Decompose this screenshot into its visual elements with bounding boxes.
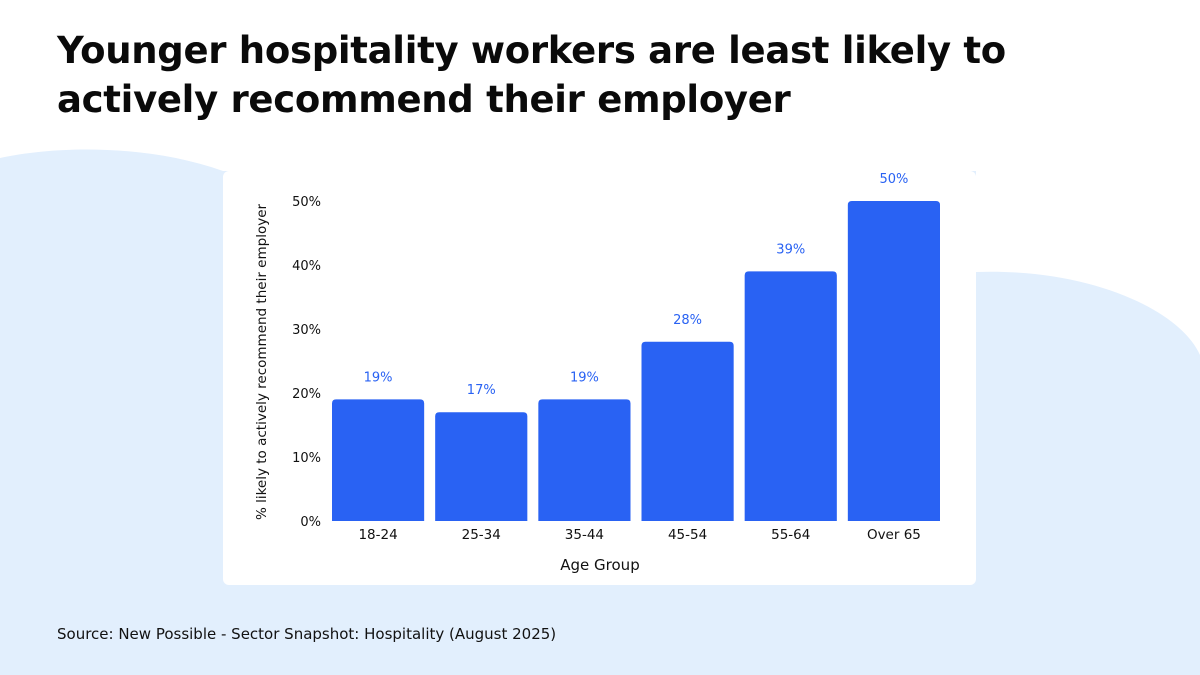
- x-tick-label: Over 65: [867, 527, 921, 543]
- bar-18-24: [332, 399, 425, 521]
- bar-over-65: [847, 201, 940, 521]
- x-tick-label: 55-64: [771, 527, 810, 543]
- source-note: Source: New Possible - Sector Snapshot: …: [57, 625, 557, 643]
- bar-value-label: 39%: [776, 242, 805, 257]
- x-tick-label: 25-34: [462, 527, 501, 543]
- x-tick-label: 18-24: [358, 527, 397, 543]
- x-axis-label: Age Group: [560, 556, 639, 574]
- y-tick-label: 40%: [292, 259, 321, 274]
- data-labels: 19% 17% 19% 28% 39% 50%: [364, 172, 909, 398]
- bar-value-label: 19%: [570, 370, 599, 385]
- x-tick-label: 35-44: [565, 527, 604, 543]
- bar-value-label: 17%: [467, 383, 496, 398]
- y-tick-label: 30%: [292, 323, 321, 338]
- bar-value-label: 19%: [364, 370, 393, 385]
- chart-title: Younger hospitality workers are least li…: [57, 29, 1006, 121]
- bar-value-label: 50%: [879, 172, 908, 187]
- bar-45-54: [641, 341, 734, 521]
- bar-value-label: 28%: [673, 313, 702, 328]
- bar-25-34: [435, 412, 528, 521]
- y-tick-label: 20%: [292, 387, 321, 402]
- y-tick-label: 50%: [292, 195, 321, 210]
- x-axis-ticks: 18-24 25-34 35-44 45-54 55-64 Over 65: [358, 527, 920, 543]
- bar-55-64: [744, 271, 837, 521]
- y-axis-label: % likely to actively recommend their emp…: [254, 204, 270, 521]
- y-axis-ticks: 0% 10% 20% 30% 40% 50%: [292, 195, 321, 530]
- y-tick-label: 0%: [300, 515, 321, 530]
- bars: [332, 201, 940, 521]
- x-tick-label: 45-54: [668, 527, 707, 543]
- bar-35-44: [538, 399, 631, 521]
- y-tick-label: 10%: [292, 451, 321, 466]
